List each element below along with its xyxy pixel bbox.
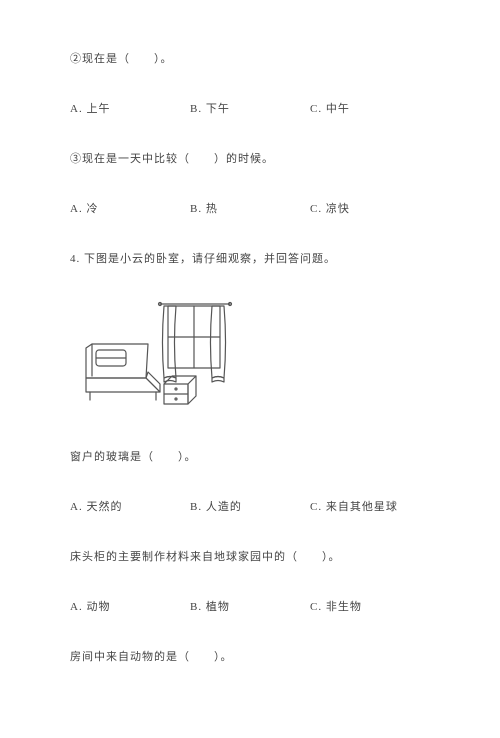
- q4-sub1-stem: 窗户的玻璃是（ ）。: [70, 448, 430, 464]
- q3-choice-a: A. 冷: [70, 200, 190, 216]
- q4-sub2-stem: 床头柜的主要制作材料来自地球家园中的（ ）。: [70, 548, 430, 564]
- worksheet-page: ②现在是（ ）。 A. 上午 B. 下午 C. 中午 ③现在是一天中比较（ ）的…: [0, 0, 500, 738]
- q4-sub1-choice-b: B. 人造的: [190, 498, 310, 514]
- q2-stem: ②现在是（ ）。: [70, 50, 430, 66]
- q4-stem: 4. 下图是小云的卧室，请仔细观察，并回答问题。: [70, 250, 430, 266]
- q3-choice-c: C. 凉快: [310, 200, 430, 216]
- q4-sub2-choice-c: C. 非生物: [310, 598, 430, 614]
- q2-choices: A. 上午 B. 下午 C. 中午: [70, 100, 430, 116]
- q3-choices: A. 冷 B. 热 C. 凉快: [70, 200, 430, 216]
- q3-stem: ③现在是一天中比较（ ）的时候。: [70, 150, 430, 166]
- q4-sub1-choices: A. 天然的 B. 人造的 C. 来自其他星球: [70, 498, 430, 514]
- q4-sub1-choice-a: A. 天然的: [70, 498, 190, 514]
- bedroom-drawing-icon: [80, 300, 240, 420]
- q4-sub1-choice-c: C. 来自其他星球: [310, 498, 430, 514]
- q4-sub2-choice-b: B. 植物: [190, 598, 310, 614]
- q2-choice-a: A. 上午: [70, 100, 190, 116]
- q2-choice-b: B. 下午: [190, 100, 310, 116]
- q4-sub2-choices: A. 动物 B. 植物 C. 非生物: [70, 598, 430, 614]
- bedroom-figure: [80, 300, 430, 420]
- q4-sub2-choice-a: A. 动物: [70, 598, 190, 614]
- q4-sub3-stem: 房间中来自动物的是（ ）。: [70, 648, 430, 664]
- q2-choice-c: C. 中午: [310, 100, 430, 116]
- q3-choice-b: B. 热: [190, 200, 310, 216]
